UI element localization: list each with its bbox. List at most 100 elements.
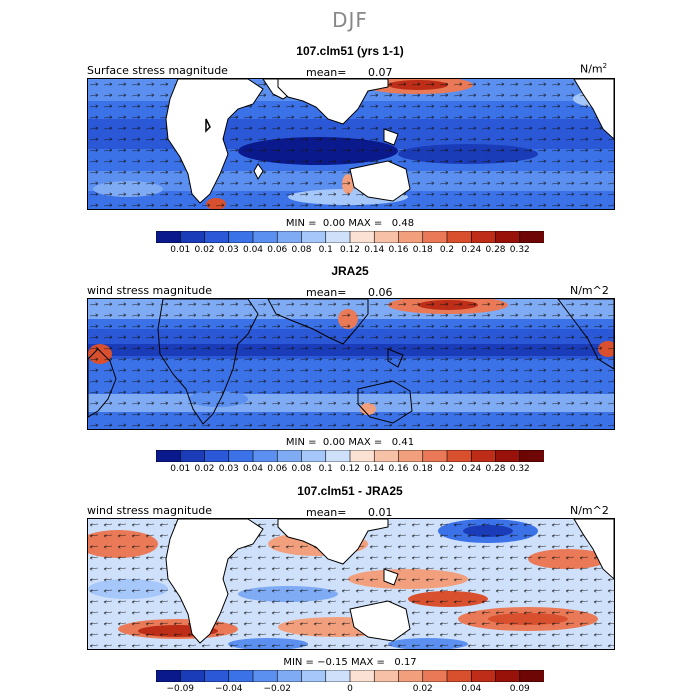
minmax-model: MIN = 0.00 MAX = 0.48 <box>0 218 700 229</box>
colorbar-tick-label: 0.02 <box>194 245 215 255</box>
colorbar-swatch <box>398 450 424 462</box>
colorbar-swatch <box>179 670 206 682</box>
colorbar-swatch <box>470 231 497 243</box>
colorbar-tick-label: −0.02 <box>263 684 292 694</box>
colorbar-swatch <box>252 670 278 682</box>
colorbar-swatch <box>228 450 254 462</box>
mean-label-diff: mean= <box>306 506 347 519</box>
field-label-model: Surface stress magnitude <box>87 64 228 77</box>
minmax-diff: MIN = −0.15 MAX = 0.17 <box>0 657 700 668</box>
colorbar-tick-label: 0.28 <box>485 245 506 255</box>
min-label-diff: MIN = <box>283 657 314 668</box>
colorbar-tick-label: 0.16 <box>388 245 409 255</box>
colorbar-obs <box>156 450 544 462</box>
colorbar-tick-label: 0.14 <box>364 464 385 474</box>
colorbar-tick-label: 0.18 <box>412 464 433 474</box>
colorbar-swatch <box>349 670 375 682</box>
panel-title-model: 107.clm51 (yrs 1-1) <box>296 44 404 58</box>
colorbar-tick-label: 0.32 <box>509 245 530 255</box>
map-model-svg <box>88 79 614 209</box>
colorbar-swatch <box>446 670 472 682</box>
colorbar-ticks-obs: 0.01 0.02 0.03 0.04 0.06 0.08 0.1 0.12 0.14 0.16 0… <box>156 464 544 476</box>
colorbar-swatch <box>495 670 521 682</box>
min-label-model: MIN = <box>285 218 317 229</box>
colorbar-tick-label: 0.24 <box>461 464 482 474</box>
colorbar-swatch <box>349 450 375 462</box>
colorbar-tick-label: 0.14 <box>364 245 385 255</box>
main-title: DJF <box>332 8 368 32</box>
colorbar-ticks-diff: −0.09 −0.04 −0.02 0 0.02 0.04 0.09 <box>156 684 544 696</box>
colorbar-tick-label: 0.2 <box>439 245 455 255</box>
colorbar-tick-label: 0.08 <box>291 245 312 255</box>
min-value-model: 0.00 <box>322 218 346 229</box>
colorbar-tick-label: 0.06 <box>267 464 288 474</box>
colorbar-swatch <box>495 450 521 462</box>
map-obs <box>87 298 615 430</box>
max-value-model: 0.48 <box>391 218 415 229</box>
colorbar-tick-label: 0.16 <box>388 464 409 474</box>
colorbar-tick-label: 0 <box>347 684 353 694</box>
field-label-obs: wind stress magnitude <box>87 284 213 297</box>
colorbar-swatch <box>301 670 327 682</box>
mean-value-obs: 0.06 <box>368 286 393 299</box>
colorbar-swatch <box>446 450 472 462</box>
colorbar-swatch <box>228 670 254 682</box>
colorbar-tick-label: 0.08 <box>291 464 312 474</box>
colorbar-diff <box>156 670 544 682</box>
colorbar-swatch <box>228 231 254 243</box>
colorbar-tick-label: 0.12 <box>339 464 361 474</box>
minmax-obs: MIN = 0.00 MAX = 0.41 <box>0 437 700 448</box>
colorbar-swatch <box>470 450 497 462</box>
colorbar-swatch <box>156 670 181 682</box>
colorbar-swatch <box>325 231 351 243</box>
colorbar-swatch <box>349 231 375 243</box>
min-label-obs: MIN = <box>285 437 317 448</box>
colorbar-tick-label: 0.01 <box>170 464 191 474</box>
map-diff <box>87 518 615 650</box>
colorbar-tick-label: −0.09 <box>166 684 195 694</box>
colorbar-tick-label: 0.04 <box>242 245 264 255</box>
colorbar-tick-label: 0.03 <box>218 464 239 474</box>
min-value-obs: 0.00 <box>322 437 346 448</box>
colorbar-diff-svg <box>156 670 544 682</box>
colorbar-swatch <box>252 450 278 462</box>
colorbar-swatch <box>325 670 351 682</box>
colorbar-swatch <box>398 670 424 682</box>
mean-label-model: mean= <box>306 66 347 79</box>
colorbar-swatch <box>252 231 278 243</box>
colorbar-swatch <box>179 231 206 243</box>
colorbar-swatch <box>446 231 472 243</box>
colorbar-swatch <box>373 670 400 682</box>
colorbar-tick-label: 0.12 <box>339 245 361 255</box>
map-obs-svg <box>88 299 614 429</box>
panel-title-obs: JRA25 <box>331 264 369 278</box>
colorbar-swatch <box>398 231 424 243</box>
colorbar-tick-label: 0.09 <box>509 684 530 694</box>
colorbar-tick-label: 0.18 <box>412 245 433 255</box>
colorbar-swatch <box>204 450 230 462</box>
colorbar-swatch <box>204 231 230 243</box>
colorbar-tick-label: 0.06 <box>267 245 288 255</box>
units-diff: N/m^2 <box>570 504 609 517</box>
colorbar-swatch <box>156 450 181 462</box>
colorbar-swatch <box>519 450 544 462</box>
colorbar-tick-label: 0.24 <box>461 245 482 255</box>
colorbar-swatch <box>519 231 544 243</box>
colorbar-swatch <box>276 670 303 682</box>
map-diff-svg <box>88 519 614 649</box>
colorbar-model <box>156 231 544 243</box>
colorbar-ticks-model: 0.01 0.02 0.03 0.04 0.06 0.08 0.1 0.12 0.14 0.16 0… <box>156 245 544 257</box>
colorbar-swatch <box>179 450 206 462</box>
colorbar-swatch <box>301 231 327 243</box>
colorbar-tick-label: 0.1 <box>318 464 333 474</box>
units-obs: N/m^2 <box>570 284 609 297</box>
colorbar-swatch <box>422 450 448 462</box>
colorbar-swatch <box>495 231 521 243</box>
min-value-diff: −0.15 <box>317 657 348 668</box>
units-model: N/m2 <box>580 62 608 76</box>
colorbar-tick-label: 0.02 <box>194 464 215 474</box>
mean-value-diff: 0.01 <box>368 506 393 519</box>
colorbar-tick-label: 0.03 <box>218 245 239 255</box>
max-label-diff: MAX = <box>350 657 385 668</box>
colorbar-swatch <box>373 450 400 462</box>
